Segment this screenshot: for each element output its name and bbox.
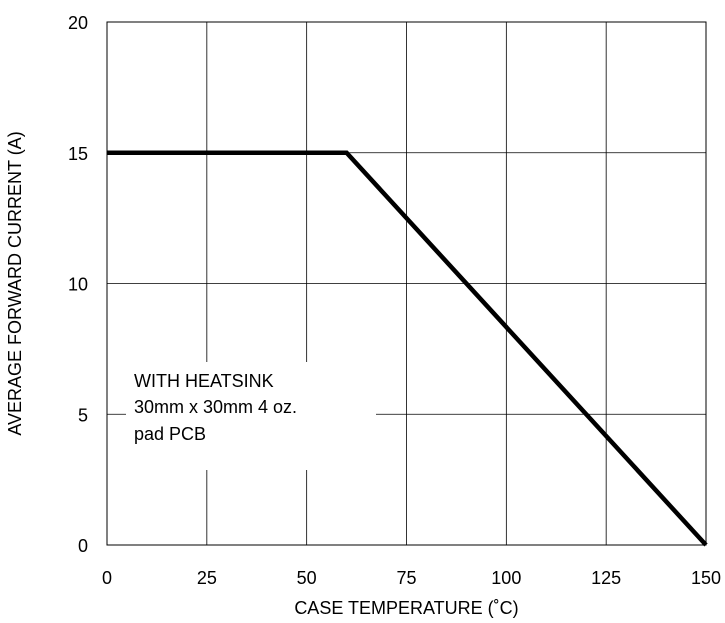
- y-tick-label-0: 0: [78, 536, 88, 556]
- series-line: [107, 150, 708, 547]
- x-tick-label-1: 25: [197, 568, 217, 588]
- y-tick-label-2: 10: [68, 275, 88, 295]
- annotation-box: WITH HEATSINK 30mm x 30mm 4 oz. pad PCB: [126, 362, 376, 470]
- x-tick-label-6: 150: [691, 568, 721, 588]
- x-tick-label-3: 75: [396, 568, 416, 588]
- x-tick-label-4: 100: [491, 568, 521, 588]
- y-tick-label-4: 20: [68, 13, 88, 33]
- annotation-background: [126, 362, 376, 470]
- x-tick-label-2: 50: [297, 568, 317, 588]
- annotation-line-1: WITH HEATSINK: [134, 371, 274, 391]
- x-tick-label-0: 0: [102, 568, 112, 588]
- x-axis-label: CASE TEMPERATURE (˚C): [294, 598, 518, 618]
- y-tick-label-1: 5: [78, 405, 88, 425]
- x-tick-labels: 0 25 50 75 100 125 150: [102, 568, 721, 588]
- y-axis-label: AVERAGE FORWARD CURRENT (A): [5, 131, 25, 435]
- annotation-line-3: pad PCB: [134, 424, 206, 444]
- y-tick-label-3: 15: [68, 144, 88, 164]
- annotation-line-2: 30mm x 30mm 4 oz.: [134, 397, 297, 417]
- x-tick-label-5: 125: [591, 568, 621, 588]
- plot-frame: [106, 21, 707, 546]
- y-tick-labels: 0 5 10 15 20: [68, 13, 88, 556]
